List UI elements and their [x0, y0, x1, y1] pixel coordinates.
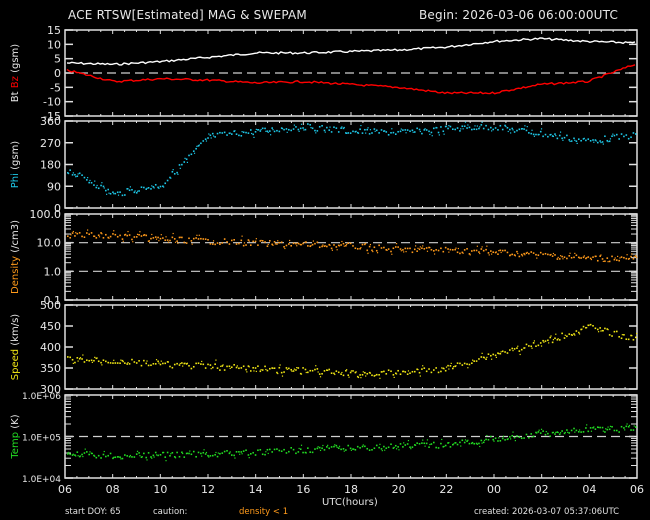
y-tick-label: 15	[47, 24, 61, 37]
y-tick-label: 10.0	[37, 237, 62, 250]
created-timestamp: created: 2026-03-07 05:37:06UTC	[474, 507, 620, 517]
y-axis-label: Temp (K)	[10, 414, 21, 459]
x-tick-label: 02	[535, 483, 549, 496]
start-doy: start DOY: 65	[65, 507, 121, 517]
temp-panel: 1.0E+06 1.0E+05 1.0E+04 Temp (K)	[10, 392, 638, 485]
y-tick-label: 1.0E+04	[22, 475, 61, 485]
density-panel: 100.0 10.0 1.0 0.1 Density (/cm3)	[10, 208, 638, 307]
x-tick-label: 10	[153, 483, 167, 496]
x-axis-label: UTC(hours)	[322, 497, 378, 508]
y-tick-label: 400	[40, 341, 61, 354]
y-tick-label: 100.0	[30, 208, 62, 221]
y-tick-label: 180	[40, 159, 61, 172]
y-tick-label: 10	[47, 38, 61, 51]
temp-series	[67, 423, 637, 462]
x-tick-label: 22	[439, 483, 453, 496]
y-tick-label: 0	[54, 202, 61, 215]
y-tick-label: 360	[40, 115, 61, 128]
y-tick-label: 500	[40, 299, 61, 312]
speed-panel: 500 450 400 350 300 Speed (km/s)	[10, 299, 638, 396]
x-tick-label: 08	[106, 483, 120, 496]
bt-series	[66, 37, 636, 66]
x-tick-label: 12	[201, 483, 215, 496]
y-tick-label: 300	[40, 383, 61, 396]
y-tick-label: 1.0E+05	[22, 434, 61, 444]
plot-title: ACE RTSW[Estimated] MAG & SWEPAM	[68, 8, 307, 22]
x-tick-label: 06	[58, 483, 72, 496]
x-tick-label: 18	[344, 483, 358, 496]
y-tick-label: 0.1	[44, 294, 62, 307]
caution-label: caution:	[153, 507, 188, 517]
x-tick-label: 06	[630, 483, 644, 496]
y-tick-label: 450	[40, 320, 61, 333]
y-axis-label: Bt Bz (gsm)	[10, 44, 21, 102]
density-series	[67, 229, 638, 263]
y-axis-label: Speed (km/s)	[10, 314, 21, 381]
y-tick-label: 270	[40, 137, 61, 150]
y-tick-label: 1.0	[44, 265, 62, 278]
phi-series	[67, 121, 637, 197]
y-tick-label: -15	[43, 110, 61, 123]
x-tick-label: 00	[487, 483, 501, 496]
y-tick-label: 350	[40, 362, 61, 375]
bz-series	[66, 64, 636, 95]
begin-timestamp: Begin: 2026-03-06 06:00:00UTC	[419, 8, 619, 22]
speed-series	[67, 323, 638, 379]
y-tick-label: 1.0E+06	[22, 392, 61, 402]
y-tick-label: 0	[54, 67, 61, 80]
x-tick-label: 16	[296, 483, 310, 496]
y-axis-label: Phi (gsm)	[10, 141, 21, 189]
y-tick-label: -5	[50, 81, 61, 94]
x-tick-label: 20	[392, 483, 406, 496]
y-tick-label: 5	[54, 53, 61, 66]
phi-panel: 360 270 180 90 0 Phi (gsm)	[10, 115, 638, 215]
caution-value: density < 1	[239, 507, 289, 517]
y-tick-label: 90	[47, 180, 61, 193]
y-tick-label: -10	[43, 96, 61, 109]
x-tick-label: 14	[249, 483, 263, 496]
y-axis-label: Density (/cm3)	[10, 220, 21, 294]
x-tick-label: 04	[582, 483, 596, 496]
